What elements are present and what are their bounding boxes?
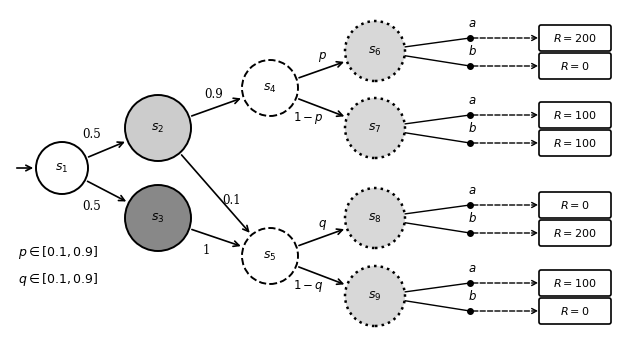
Text: 0.1: 0.1 xyxy=(223,193,241,207)
Text: $\mathit{a}$: $\mathit{a}$ xyxy=(468,184,476,197)
Text: $s_{8}$: $s_{8}$ xyxy=(368,211,381,225)
Text: $s_{7}$: $s_{7}$ xyxy=(368,121,381,135)
Text: $\mathit{b}$: $\mathit{b}$ xyxy=(468,289,477,303)
FancyBboxPatch shape xyxy=(539,25,611,51)
Text: $R = 200$: $R = 200$ xyxy=(553,32,597,44)
FancyBboxPatch shape xyxy=(539,220,611,246)
Text: $s_{4}$: $s_{4}$ xyxy=(263,81,276,94)
Text: $\mathit{a}$: $\mathit{a}$ xyxy=(468,262,476,275)
Circle shape xyxy=(345,21,405,81)
Text: $R = 100$: $R = 100$ xyxy=(553,137,597,149)
Circle shape xyxy=(125,185,191,251)
Text: $s_{5}$: $s_{5}$ xyxy=(263,249,276,263)
Circle shape xyxy=(345,98,405,158)
Text: $1 - p$: $1 - p$ xyxy=(293,110,324,126)
Circle shape xyxy=(345,266,405,326)
Text: $R = 0$: $R = 0$ xyxy=(560,60,590,72)
Text: $s_{1}$: $s_{1}$ xyxy=(56,162,68,174)
Text: 0.9: 0.9 xyxy=(205,88,223,100)
Text: $R = 0$: $R = 0$ xyxy=(560,305,590,317)
Text: $s_{3}$: $s_{3}$ xyxy=(151,211,164,225)
Text: $\mathit{a}$: $\mathit{a}$ xyxy=(468,94,476,107)
Text: $R = 0$: $R = 0$ xyxy=(560,199,590,211)
Text: 0.5: 0.5 xyxy=(83,127,101,140)
Circle shape xyxy=(242,60,298,116)
Text: $\mathit{p}$: $\mathit{p}$ xyxy=(318,51,327,64)
Text: $s_{2}$: $s_{2}$ xyxy=(152,121,164,135)
FancyBboxPatch shape xyxy=(539,192,611,218)
Text: $R = 200$: $R = 200$ xyxy=(553,227,597,239)
Circle shape xyxy=(125,95,191,161)
Text: $\mathit{b}$: $\mathit{b}$ xyxy=(468,44,477,58)
Text: 1: 1 xyxy=(202,245,210,257)
Circle shape xyxy=(345,188,405,248)
Text: $\mathit{b}$: $\mathit{b}$ xyxy=(468,211,477,225)
Text: $p \in [0.1, 0.9]$
$q \in [0.1, 0.9]$: $p \in [0.1, 0.9]$ $q \in [0.1, 0.9]$ xyxy=(18,244,99,288)
Text: $R = 100$: $R = 100$ xyxy=(553,277,597,289)
Text: $1 - q$: $1 - q$ xyxy=(293,278,324,294)
FancyBboxPatch shape xyxy=(539,130,611,156)
Text: $R = 100$: $R = 100$ xyxy=(553,109,597,121)
FancyBboxPatch shape xyxy=(539,102,611,128)
Text: $\mathit{b}$: $\mathit{b}$ xyxy=(468,121,477,135)
Text: $s_{6}$: $s_{6}$ xyxy=(368,44,381,57)
Text: $s_{9}$: $s_{9}$ xyxy=(368,290,381,302)
FancyBboxPatch shape xyxy=(539,53,611,79)
FancyBboxPatch shape xyxy=(539,270,611,296)
Text: 0.5: 0.5 xyxy=(83,200,101,213)
FancyBboxPatch shape xyxy=(539,298,611,324)
Circle shape xyxy=(242,228,298,284)
Text: $\mathit{a}$: $\mathit{a}$ xyxy=(468,17,476,30)
Circle shape xyxy=(36,142,88,194)
Text: $\mathit{q}$: $\mathit{q}$ xyxy=(318,218,327,232)
